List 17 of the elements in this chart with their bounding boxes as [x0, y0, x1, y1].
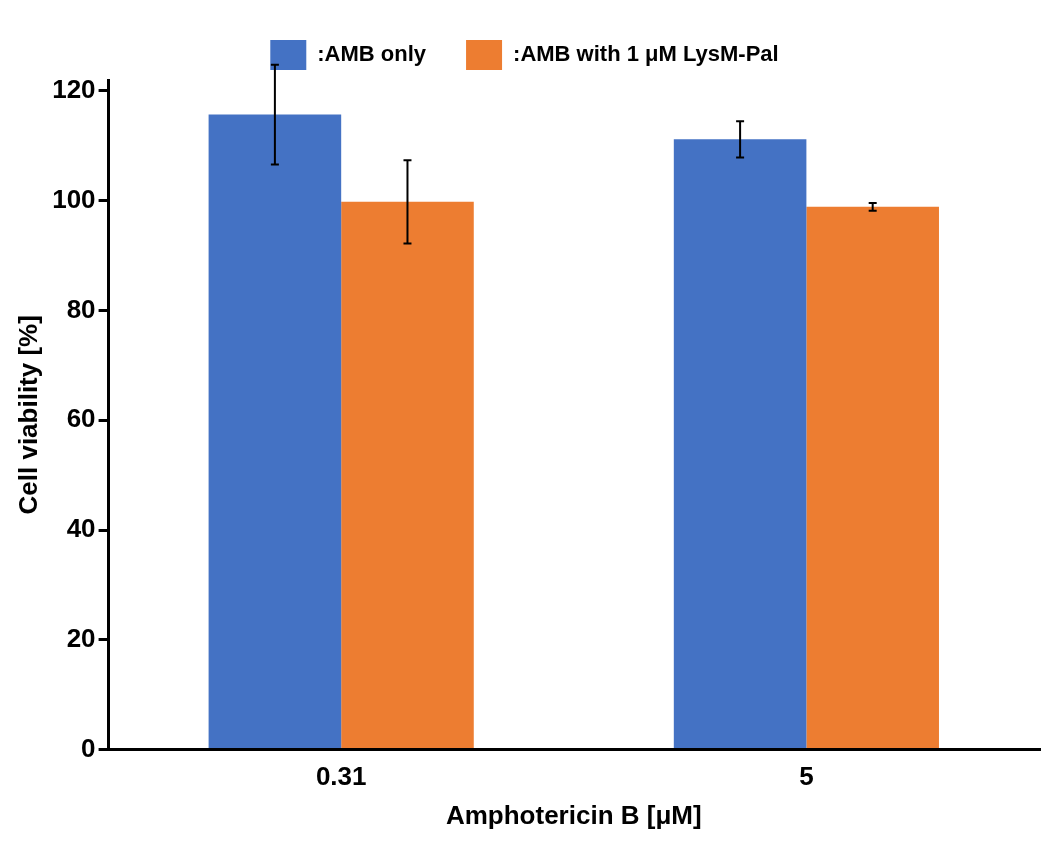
- y-tick-label: 40: [66, 513, 96, 544]
- x-tick-label: 5: [799, 761, 814, 792]
- legend-label: :AMB only: [317, 41, 427, 67]
- y-tick-label: 20: [66, 623, 96, 653]
- y-tick-label: 80: [66, 293, 96, 324]
- y-axis-title: Cell viability [%]: [12, 315, 43, 515]
- y-tick-label: 0: [81, 732, 96, 763]
- y-tick-label: 120: [52, 74, 96, 105]
- x-tick-label: 0.31: [315, 761, 367, 792]
- legend-label: :AMB with 1 μM LysM-Pal: [513, 41, 779, 67]
- y-tick-label: 60: [66, 403, 96, 434]
- y-tick-label: 100: [52, 183, 96, 214]
- x-axis-title: Amphotericin B [μM]: [445, 799, 702, 830]
- bar: [673, 139, 807, 749]
- bar: [341, 201, 474, 749]
- bar: [208, 114, 342, 749]
- bar: [806, 206, 939, 749]
